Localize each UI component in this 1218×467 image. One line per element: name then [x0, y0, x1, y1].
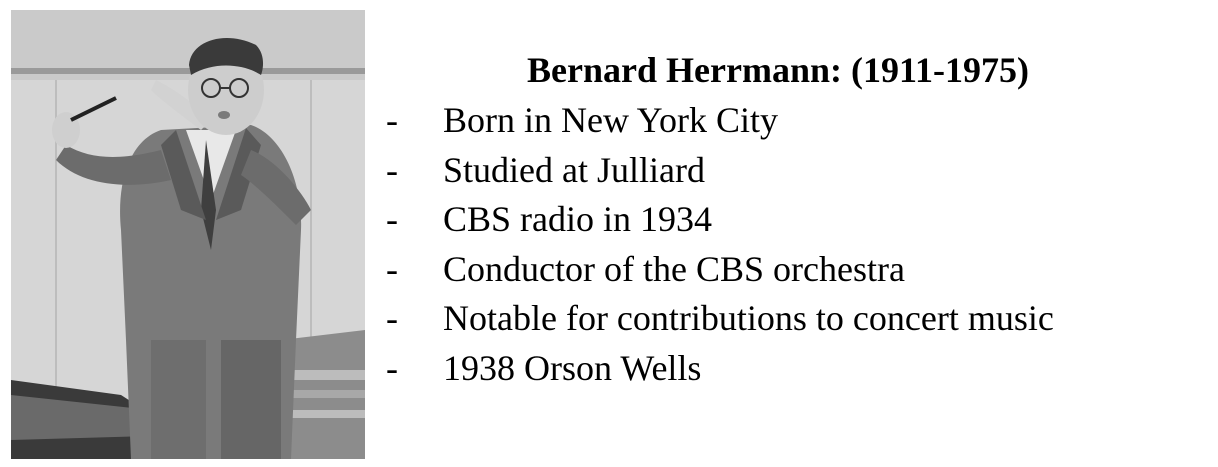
bullet-item: - Notable for contributions to concert m…	[386, 294, 1054, 344]
bullet-text: CBS radio in 1934	[443, 199, 713, 240]
bullet-marker: -	[386, 100, 398, 140]
bullet-marker: -	[386, 149, 398, 190]
bullet-item: - Studied at Julliard	[386, 146, 1054, 196]
bullet-text: Notable for contributions to concert mus…	[443, 298, 1054, 339]
bullet-item: - Born in New York City	[386, 96, 1054, 146]
bullet-text: 1938 Orson Wells	[443, 347, 702, 388]
portrait-photo	[11, 10, 365, 459]
bullet-text: Born in New York City	[443, 100, 779, 140]
bullet-item: - 1938 Orson Wells	[386, 344, 1054, 394]
bullet-marker: -	[386, 347, 398, 388]
bullet-text: Studied at Julliard	[443, 149, 705, 190]
bullet-text: Conductor of the CBS orchestra	[443, 248, 905, 289]
bullet-marker: -	[386, 298, 398, 339]
bullet-marker: -	[386, 199, 398, 240]
slide-title: Bernard Herrmann: (1911-1975)	[527, 50, 1029, 90]
portrait-photo-icon	[11, 10, 365, 459]
bullet-item: - CBS radio in 1934	[386, 195, 1054, 245]
bullet-list: - Born in New York City - Studied at Jul…	[386, 96, 1054, 394]
bullet-marker: -	[386, 248, 398, 289]
bullet-item: - Conductor of the CBS orchestra	[386, 245, 1054, 295]
